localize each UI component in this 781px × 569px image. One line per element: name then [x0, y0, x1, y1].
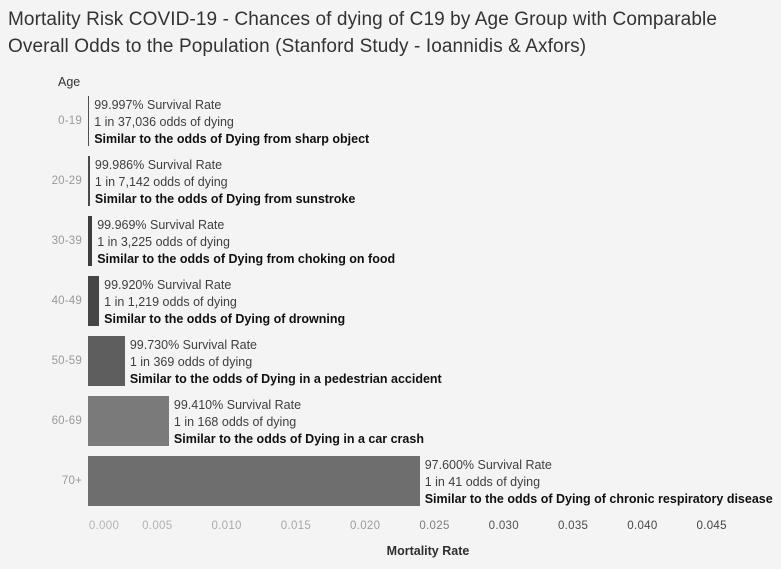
chart-row: 50-59 99.730% Survival Rate 1 in 369 odd… [0, 336, 781, 386]
y-axis-tick-label: 50-59 [51, 355, 82, 367]
chart-row: 30-39 99.969% Survival Rate 1 in 3,225 o… [0, 216, 781, 266]
bar[interactable] [88, 336, 125, 386]
y-axis-tick-label: 20-29 [51, 175, 82, 187]
bar[interactable] [88, 96, 90, 146]
survival-rate-label: 99.986% Survival Rate [94, 158, 223, 172]
chart-title: Mortality Risk COVID-19 - Chances of dyi… [8, 9, 717, 57]
bar[interactable] [88, 156, 90, 206]
chart-row: 70+ 97.600% Survival Rate 1 in 41 odds o… [0, 456, 781, 506]
bar[interactable] [88, 276, 100, 326]
survival-rate-label: 99.920% Survival Rate [104, 278, 232, 292]
comparison-label: Similar to the odds of Dying of chronic … [424, 492, 773, 506]
x-axis-tick-label: 0.015 [280, 520, 312, 532]
x-axis-tick-label: 0.000 [88, 520, 120, 532]
odds-label: 1 in 37,036 odds of dying [94, 115, 234, 129]
comparison-label: Similar to the odds of Dying from sharp … [94, 132, 370, 146]
x-axis-title: Mortality Rate [386, 544, 470, 558]
bar-label-group: 99.986% Survival Rate 1 in 7,142 odds of… [95, 156, 355, 208]
x-axis-tick-label: 0.005 [142, 520, 173, 532]
x-axis-tick-label: 0.040 [627, 520, 658, 532]
bar[interactable] [88, 396, 169, 446]
chart-row: 40-49 99.920% Survival Rate 1 in 1,219 o… [0, 276, 781, 326]
bar-label-group: 99.730% Survival Rate 1 in 369 odds of d… [130, 336, 442, 388]
bar[interactable] [88, 456, 420, 506]
odds-label: 1 in 41 odds of dying [424, 475, 541, 489]
comparison-label: Similar to the odds of Dying in a pedest… [129, 372, 442, 386]
comparison-label: Similar to the odds of Dying of drowning [104, 312, 346, 326]
chart-row: 20-29 99.986% Survival Rate 1 in 7,142 o… [0, 156, 781, 206]
x-axis-tick-label: 0.035 [557, 520, 589, 532]
y-axis-tick-label: 0-19 [58, 115, 82, 127]
y-axis-title: Age [58, 75, 81, 89]
bar-label-group: 99.410% Survival Rate 1 in 168 odds of d… [174, 396, 424, 448]
chart-row: 0-19 99.997% Survival Rate 1 in 37,036 o… [0, 96, 781, 146]
odds-label: 1 in 168 odds of dying [173, 415, 297, 429]
survival-rate-label: 99.730% Survival Rate [129, 338, 257, 352]
comparison-label: Similar to the odds of Dying in a car cr… [173, 432, 424, 446]
bar-label-group: 99.920% Survival Rate 1 in 1,219 odds of… [104, 276, 345, 328]
comparison-label: Similar to the odds of Dying from chokin… [97, 252, 396, 266]
odds-label: 1 in 1,219 odds of dying [104, 295, 237, 309]
comparison-label: Similar to the odds of Dying from sunstr… [94, 192, 356, 206]
odds-label: 1 in 3,225 odds of dying [97, 235, 230, 249]
y-axis-tick-label: 30-39 [51, 235, 82, 247]
x-axis-tick-label: 0.020 [350, 520, 381, 532]
y-axis-tick-label: 40-49 [51, 295, 82, 307]
survival-rate-label: 97.600% Survival Rate [424, 458, 552, 472]
bar-label-group: 99.969% Survival Rate 1 in 3,225 odds of… [97, 216, 395, 268]
x-axis-tick-label: 0.025 [419, 520, 450, 532]
y-axis-tick-label: 60-69 [51, 415, 82, 427]
odds-label: 1 in 7,142 odds of dying [94, 175, 228, 189]
bar[interactable] [88, 216, 93, 266]
survival-rate-label: 99.997% Survival Rate [94, 98, 222, 112]
chart-row: 60-69 99.410% Survival Rate 1 in 168 odd… [0, 396, 781, 446]
odds-label: 1 in 369 odds of dying [129, 355, 253, 369]
bar-label-group: 97.600% Survival Rate 1 in 41 odds of dy… [425, 456, 773, 508]
x-axis-tick-label: 0.045 [696, 520, 727, 532]
x-axis-tick-label: 0.030 [488, 520, 519, 532]
y-axis-tick-label: 70+ [61, 475, 82, 487]
survival-rate-label: 99.410% Survival Rate [173, 398, 302, 412]
survival-rate-label: 99.969% Survival Rate [97, 218, 225, 232]
bar-label-group: 99.997% Survival Rate 1 in 37,036 odds o… [94, 96, 369, 148]
x-axis-tick-label: 0.010 [211, 520, 242, 532]
